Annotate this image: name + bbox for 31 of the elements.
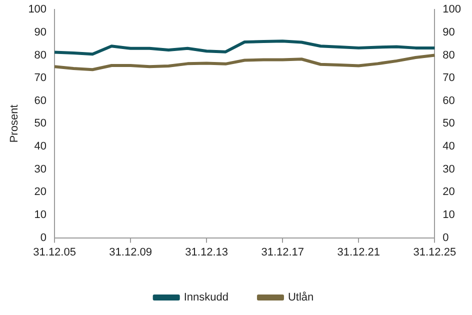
y-tick-label: 20 xyxy=(34,186,47,198)
y2-tick-label: 70 xyxy=(442,72,455,84)
legend-label: Innskudd xyxy=(184,292,228,304)
y2-tick-label: 100 xyxy=(442,4,462,16)
y2-tick-label: 80 xyxy=(442,49,455,62)
y2-tick-label: 60 xyxy=(442,94,455,107)
x-tick-label: 31.12.25 xyxy=(413,246,456,258)
x-tick-label: 31.12.05 xyxy=(33,246,76,258)
y-axis-title: Prosent xyxy=(8,104,21,143)
y2-tick-label: 50 xyxy=(442,118,455,130)
x-tick-label: 31.12.09 xyxy=(109,246,152,258)
y-tick-label: 40 xyxy=(34,140,47,153)
y-tick-label: 50 xyxy=(34,118,47,130)
y-tick-label: 100 xyxy=(28,4,47,16)
y-tick-label: 80 xyxy=(34,49,47,62)
y-tick-label: 10 xyxy=(34,209,47,222)
x-tick-label: 31.12.13 xyxy=(185,246,228,258)
y-tick-label: 60 xyxy=(34,94,47,107)
y-tick-label: 0 xyxy=(40,232,47,244)
x-tick-label: 31.12.21 xyxy=(337,246,380,258)
y2-tick-label: 90 xyxy=(442,26,455,38)
y2-tick-label: 30 xyxy=(442,163,455,176)
y2-tick-label: 0 xyxy=(442,232,449,244)
y2-tick-label: 40 xyxy=(442,140,455,153)
y-tick-label: 70 xyxy=(34,72,47,84)
y-tick-label: 30 xyxy=(34,163,47,176)
y2-tick-label: 10 xyxy=(442,209,455,222)
y-tick-label: 90 xyxy=(34,26,47,38)
x-tick-label: 31.12.17 xyxy=(261,246,304,258)
y2-tick-label: 20 xyxy=(442,186,455,198)
legend-label: Utlån xyxy=(288,292,314,304)
